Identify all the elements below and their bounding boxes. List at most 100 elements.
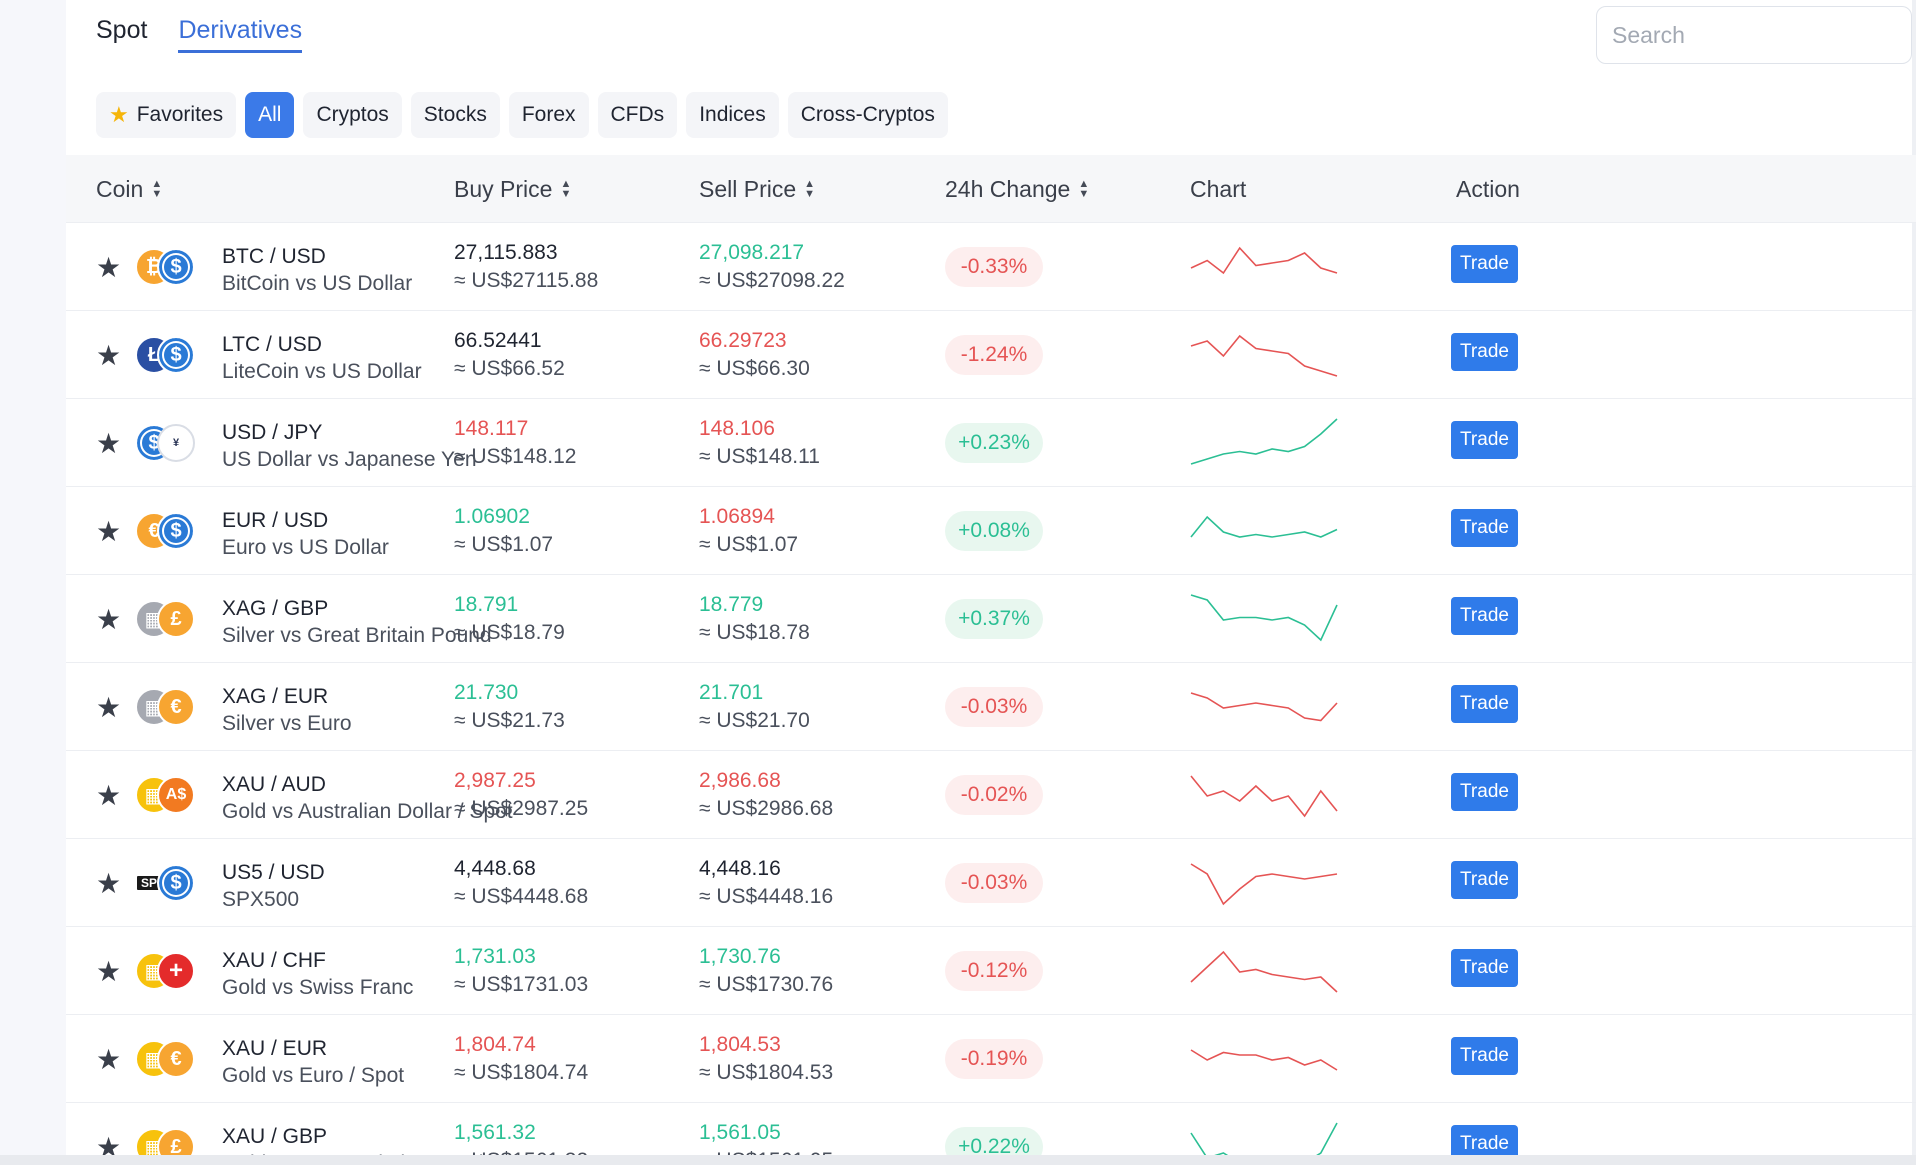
table-row[interactable]: ★ ₿ $ BTC / USD BitCoin vs US Dollar 27,…	[66, 223, 1916, 311]
column-label: Action	[1456, 175, 1520, 202]
trade-button[interactable]: Trade	[1451, 509, 1518, 547]
pair-cell: BTC / USD BitCoin vs US Dollar	[222, 243, 412, 297]
filter-cryptos[interactable]: Cryptos	[303, 92, 402, 138]
sell-price-usd: ≈ US$66.30	[699, 357, 810, 380]
favorite-star-icon[interactable]: ★	[96, 340, 122, 371]
horizontal-scrollbar[interactable]	[0, 1155, 1916, 1165]
buy-price-usd: ≈ US$18.79	[454, 621, 565, 644]
trade-button[interactable]: Trade	[1451, 1037, 1518, 1075]
favorite-star-icon[interactable]: ★	[96, 956, 122, 987]
table-row[interactable]: ★ SP $ US5 / USD SPX500 4,448.68 ≈ US$44…	[66, 839, 1916, 927]
buy-price: 27,115.883	[454, 241, 558, 264]
sell-price-usd: ≈ US$27098.22	[699, 269, 845, 292]
column-24h-change[interactable]: 24h Change ▲ ▼	[945, 155, 1089, 223]
column-chart: Chart	[1190, 155, 1246, 223]
pair-icons: ▦ €	[135, 1039, 195, 1079]
filter-cfds[interactable]: CFDs	[597, 92, 678, 138]
pair-cell: XAU / CHF Gold vs Swiss Franc	[222, 947, 413, 1001]
filter-label: All	[258, 103, 282, 126]
favorite-star-icon[interactable]: ★	[96, 868, 122, 899]
buy-price-cell: 27,115.883 ≈ US$27115.88	[454, 239, 598, 295]
trade-button[interactable]: Trade	[1451, 245, 1518, 283]
favorite-star-icon[interactable]: ★	[96, 780, 122, 811]
pair-cell: XAG / GBP Silver vs Great Britain Pound	[222, 595, 492, 649]
column-buy-price[interactable]: Buy Price ▲ ▼	[454, 155, 571, 223]
swiss-franc-icon: +	[157, 952, 195, 990]
sell-price: 2,986.68	[699, 769, 781, 792]
favorite-star-icon[interactable]: ★	[96, 428, 122, 459]
sell-price-cell: 66.29723 ≈ US$66.30	[699, 327, 810, 383]
market-type-tabs: Spot Derivatives	[96, 16, 303, 53]
favorite-star-icon[interactable]: ★	[96, 1044, 122, 1075]
filter-stocks[interactable]: Stocks	[410, 92, 500, 138]
filter-cross-cryptos[interactable]: Cross-Cryptos	[787, 92, 948, 138]
table-row[interactable]: ★ ▦ £ XAG / GBP Silver vs Great Britain …	[66, 575, 1916, 663]
markets-panel: Spot Derivatives ★ Favorites All Cryptos…	[66, 0, 1916, 1165]
change-badge: -1.24%	[945, 335, 1043, 375]
pair-symbol: US5 / USD	[222, 861, 325, 884]
pair-symbol: XAU / CHF	[222, 949, 326, 972]
table-row[interactable]: ★ ▦ € XAU / EUR Gold vs Euro / Spot 1,80…	[66, 1015, 1916, 1103]
filter-all[interactable]: All	[245, 92, 295, 138]
change-badge: -0.02%	[945, 775, 1043, 815]
filter-favorites[interactable]: ★ Favorites	[96, 92, 237, 138]
table-row[interactable]: ★ € $ EUR / USD Euro vs US Dollar 1.0690…	[66, 487, 1916, 575]
pair-cell: USD / JPY US Dollar vs Japanese Yen	[222, 419, 477, 473]
pair-description: Silver vs Great Britain Pound	[222, 624, 492, 647]
sell-price-cell: 2,986.68 ≈ US$2986.68	[699, 767, 833, 823]
table-row[interactable]: ★ ▦ + XAU / CHF Gold vs Swiss Franc 1,73…	[66, 927, 1916, 1015]
trade-button[interactable]: Trade	[1451, 861, 1518, 899]
pair-cell: US5 / USD SPX500	[222, 859, 325, 913]
sparkline-line	[1190, 692, 1338, 722]
sparkline-line	[1190, 334, 1338, 377]
tab-derivatives[interactable]: Derivatives	[178, 16, 303, 53]
favorite-star-icon[interactable]: ★	[96, 604, 122, 635]
filter-forex[interactable]: Forex	[508, 92, 589, 138]
sell-price: 1,804.53	[699, 1033, 781, 1056]
buy-price-usd: ≈ US$21.73	[454, 709, 565, 732]
pair-symbol: XAG / GBP	[222, 597, 329, 620]
sparkline-line	[1190, 1049, 1338, 1071]
sort-icon: ▲ ▼	[804, 178, 816, 200]
trade-button[interactable]: Trade	[1451, 333, 1518, 371]
favorite-star-icon[interactable]: ★	[96, 692, 122, 723]
column-coin[interactable]: Coin ▲ ▼	[96, 155, 162, 223]
buy-price-usd: ≈ US$27115.88	[454, 269, 599, 292]
pair-icons: $ ¥	[135, 423, 195, 463]
buy-price: 1,561.32	[454, 1121, 536, 1144]
sparkline-chart	[1190, 950, 1338, 993]
trade-button[interactable]: Trade	[1451, 421, 1518, 459]
table-row[interactable]: ★ $ ¥ USD / JPY US Dollar vs Japanese Ye…	[66, 399, 1916, 487]
jpy-coin-icon: ¥	[157, 424, 195, 462]
column-sell-price[interactable]: Sell Price ▲ ▼	[699, 155, 815, 223]
tab-spot[interactable]: Spot	[96, 16, 148, 44]
table-row[interactable]: ★ Ł $ LTC / USD LiteCoin vs US Dollar 66…	[66, 311, 1916, 399]
table-row[interactable]: ★ ▦ € XAG / EUR Silver vs Euro 21.730 ≈ …	[66, 663, 1916, 751]
filter-label: Cryptos	[316, 103, 389, 126]
category-filters: ★ Favorites All Cryptos Stocks Forex CFD…	[96, 92, 948, 138]
scrollbar-track[interactable]	[1912, 0, 1916, 1165]
usd-coin-icon: $	[157, 336, 195, 374]
trade-button[interactable]: Trade	[1451, 773, 1518, 811]
filter-label: Cross-Cryptos	[800, 103, 935, 126]
sparkline-line	[1190, 418, 1338, 465]
pair-description: SPX500	[222, 888, 300, 911]
sell-price-usd: ≈ US$1.07	[699, 533, 799, 556]
table-row[interactable]: ★ ▦ A$ XAU / AUD Gold vs Australian Doll…	[66, 751, 1916, 839]
sell-price: 21.701	[699, 681, 764, 704]
trade-button[interactable]: Trade	[1451, 949, 1518, 987]
favorite-star-icon[interactable]: ★	[96, 252, 122, 283]
sort-icon: ▲ ▼	[560, 178, 572, 200]
change-badge: -0.03%	[945, 687, 1043, 727]
search-input[interactable]	[1596, 6, 1912, 64]
trade-button[interactable]: Trade	[1451, 597, 1518, 635]
buy-price-cell: 1,731.03 ≈ US$1731.03	[454, 943, 588, 999]
favorite-star-icon[interactable]: ★	[96, 516, 122, 547]
buy-price: 18.791	[454, 593, 519, 616]
trade-button[interactable]: Trade	[1451, 685, 1518, 723]
sparkline-line	[1190, 515, 1338, 538]
left-sidebar-strip	[0, 0, 66, 1165]
euro-coin-icon: €	[157, 688, 195, 726]
pair-description: Gold vs Euro / Spot	[222, 1064, 405, 1087]
filter-indices[interactable]: Indices	[686, 92, 779, 138]
